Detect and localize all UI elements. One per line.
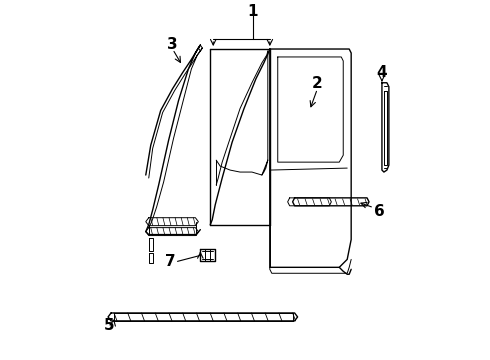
- Text: 2: 2: [312, 76, 323, 91]
- Text: 6: 6: [374, 204, 385, 219]
- Text: 7: 7: [165, 254, 175, 269]
- Text: 5: 5: [104, 318, 114, 333]
- Text: 4: 4: [377, 65, 387, 80]
- Text: 3: 3: [167, 37, 178, 51]
- Text: 1: 1: [247, 4, 258, 19]
